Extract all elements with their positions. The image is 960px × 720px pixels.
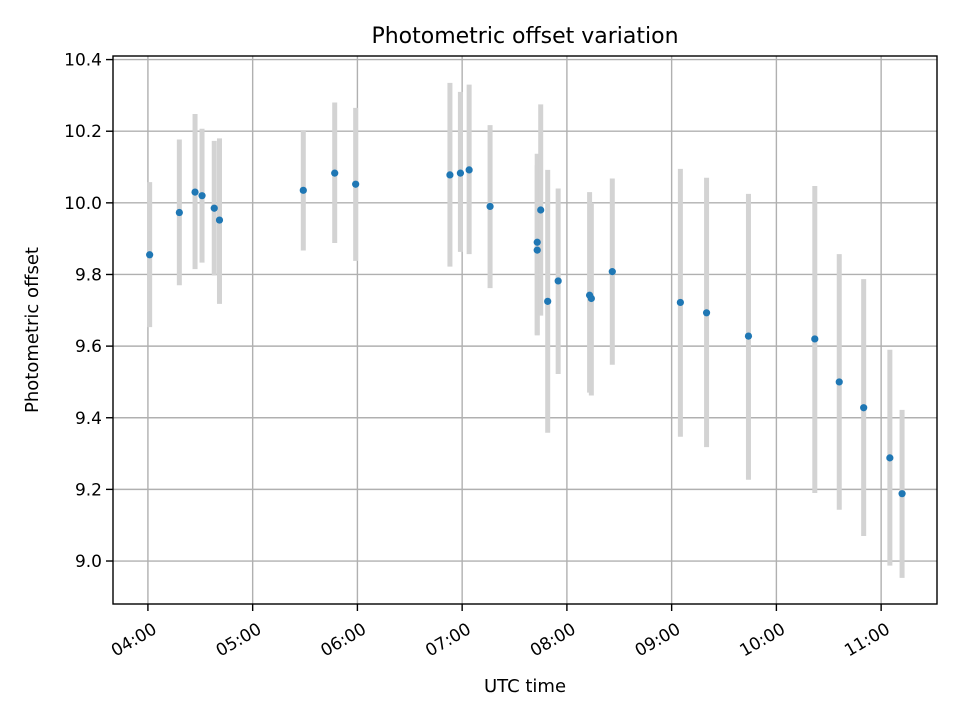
x-tick-label: 08:00	[527, 619, 579, 661]
data-point	[744, 332, 753, 340]
y-tick-label: 9.8	[75, 265, 102, 285]
data-point	[175, 208, 183, 217]
y-tick-label: 9.6	[75, 337, 102, 357]
x-axis-label: UTC time	[484, 676, 566, 697]
data-point	[898, 490, 906, 498]
data-point	[860, 404, 868, 412]
data-point	[811, 335, 819, 343]
point-layer	[146, 166, 906, 498]
data-point	[299, 186, 307, 194]
y-tick-label: 9.4	[75, 409, 102, 429]
x-tick-label: 09:00	[632, 619, 684, 661]
plot-frame	[112, 55, 938, 605]
data-point	[191, 188, 199, 196]
data-point	[554, 277, 562, 285]
data-point	[146, 251, 154, 259]
y-axis-label: Photometric offset	[22, 247, 43, 413]
data-point	[446, 171, 454, 179]
data-point	[465, 166, 473, 174]
y-tick-label: 9.2	[75, 480, 102, 500]
chart-title: Photometric offset variation	[371, 24, 678, 49]
data-point	[210, 204, 218, 212]
y-tick-label: 9.0	[75, 552, 102, 572]
x-tick-label: 05:00	[213, 619, 265, 661]
data-point	[544, 297, 552, 305]
y-tick-label: 10.0	[64, 194, 102, 214]
data-point	[702, 309, 711, 317]
y-tick-label: 10.4	[64, 51, 102, 71]
data-point	[886, 454, 894, 462]
data-point	[456, 169, 465, 177]
data-point	[537, 206, 545, 214]
data-point	[215, 216, 224, 224]
x-tick-label: 07:00	[422, 619, 474, 661]
data-point	[331, 169, 339, 177]
data-point	[587, 294, 595, 303]
data-point	[533, 238, 541, 246]
data-point	[352, 180, 360, 188]
tick-layer: 04:00 05:00 06:00 07:00 08:00 09:00 10:00 11:00…	[64, 51, 893, 662]
data-point	[486, 202, 494, 211]
data-point	[198, 192, 206, 200]
data-point	[835, 378, 843, 386]
x-tick-label: 11:00	[841, 619, 893, 661]
errorbar-layer	[147, 82, 905, 578]
data-point	[676, 298, 684, 307]
x-tick-label: 06:00	[317, 619, 369, 661]
data-point	[608, 268, 616, 276]
data-point	[533, 246, 541, 254]
grid-layer	[113, 56, 937, 604]
x-tick-label: 04:00	[108, 619, 160, 661]
y-tick-label: 10.2	[64, 122, 102, 142]
x-tick-label: 10:00	[736, 619, 788, 661]
